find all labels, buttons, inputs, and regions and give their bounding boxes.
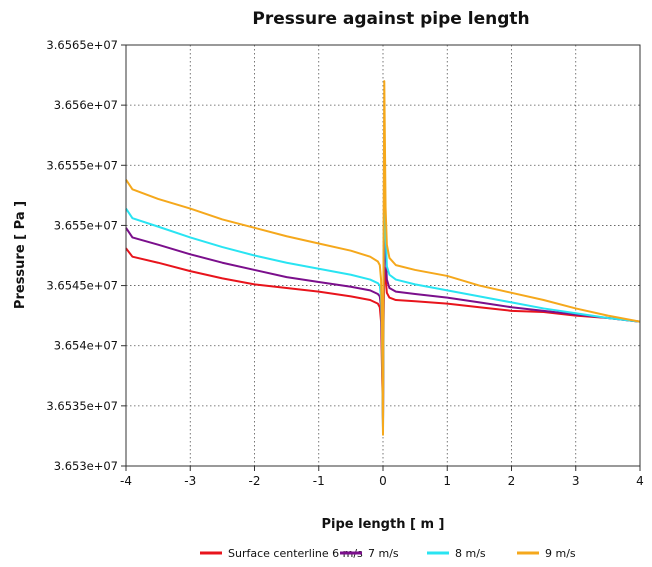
legend-label: Surface centerline 6 m/s xyxy=(228,547,363,560)
y-tick-label: 3.6535e+07 xyxy=(46,399,118,413)
series-line-3 xyxy=(125,80,641,436)
x-tick-label: -4 xyxy=(120,474,132,488)
x-tick-label: 0 xyxy=(379,474,387,488)
y-tick-label: 3.653e+07 xyxy=(54,459,118,473)
x-tick-label: -3 xyxy=(184,474,196,488)
y-tick-label: 3.656e+07 xyxy=(54,98,118,112)
legend-item-1: 7 m/s xyxy=(340,547,399,560)
chart-title: Pressure against pipe length xyxy=(252,9,529,29)
x-tick-label: 4 xyxy=(636,474,644,488)
x-tick-label: 2 xyxy=(508,474,516,488)
y-tick-label: 3.655e+07 xyxy=(54,218,118,232)
y-tick-label: 3.6565e+07 xyxy=(46,38,118,52)
legend: Surface centerline 6 m/s 7 m/s 8 m/s 9 m/s xyxy=(200,547,576,560)
legend-label: 8 m/s xyxy=(455,547,486,560)
y-tick-label: 3.6545e+07 xyxy=(46,279,118,293)
legend-item-2: 8 m/s xyxy=(427,547,486,560)
x-tick-labels: -4 -3 -2 -1 0 1 2 3 4 xyxy=(120,466,644,488)
legend-item-3: 9 m/s xyxy=(517,547,576,560)
y-tick-label: 3.654e+07 xyxy=(54,339,118,353)
series-lines xyxy=(125,80,641,436)
x-axis-label: Pipe length [ m ] xyxy=(322,517,445,532)
y-tick-labels: 3.653e+07 3.6535e+07 3.654e+07 3.6545e+07 3.… xyxy=(46,38,126,473)
x-tick-label: 1 xyxy=(443,474,451,488)
x-tick-label: 3 xyxy=(572,474,580,488)
x-tick-label: -1 xyxy=(313,474,325,488)
y-tick-label: 3.6555e+07 xyxy=(46,158,118,172)
legend-label: 7 m/s xyxy=(368,547,399,560)
x-tick-label: -2 xyxy=(249,474,261,488)
y-axis-label: Pressure [ Pa ] xyxy=(13,201,28,309)
legend-item-0: Surface centerline 6 m/s xyxy=(200,547,363,560)
legend-label: 9 m/s xyxy=(545,547,576,560)
